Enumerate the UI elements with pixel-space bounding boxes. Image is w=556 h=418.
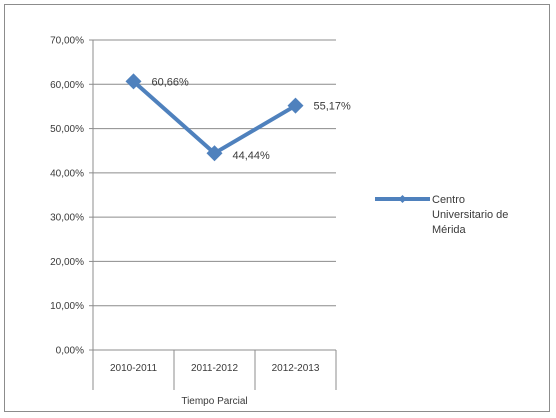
data-label: 55,17%	[314, 101, 352, 113]
data-label: 60,66%	[152, 76, 190, 88]
legend-label: Centro Universitario de Mérida	[432, 194, 508, 236]
y-tick-label: 0,00%	[56, 346, 84, 357]
x-category-label: 2010-2011	[110, 363, 158, 374]
y-tick-label: 70,00%	[50, 36, 84, 47]
legend-label-line: Centro	[432, 194, 465, 206]
x-category-label: 2012-2013	[272, 363, 320, 374]
legend-label-line: Universitario de	[432, 209, 508, 221]
data-label: 44,44%	[233, 150, 271, 162]
chart-area: 0,00% 10,00% 20,00% 30,00% 40,00% 50,00% 60,00…	[4, 4, 550, 412]
y-tick-label: 10,00%	[50, 301, 84, 312]
y-tick-label: 40,00%	[50, 168, 84, 179]
y-axis-tick-labels: 0,00% 10,00% 20,00% 30,00% 40,00% 50,00% 60,00…	[50, 36, 84, 357]
y-tick-label: 60,00%	[50, 80, 84, 91]
legend-swatch-marker	[398, 195, 407, 203]
data-labels: 60,66% 44,44% 55,17%	[152, 76, 352, 162]
x-axis-title: Tiempo Parcial	[181, 396, 247, 407]
x-category-label: 2011-2012	[191, 363, 239, 374]
data-point-marker	[206, 145, 223, 162]
data-point-marker	[125, 73, 142, 90]
legend-label-line: Mérida	[432, 224, 467, 236]
series-line-path	[132, 79, 297, 156]
series-line	[132, 79, 297, 156]
series-markers	[125, 73, 304, 162]
y-tick-label: 30,00%	[50, 213, 84, 224]
y-tick-label: 50,00%	[50, 124, 84, 135]
axes	[89, 39, 337, 390]
legend: Centro Universitario de Mérida	[375, 194, 508, 236]
x-axis-category-labels: 2010-2011 2011-2012 2012-2013	[110, 363, 320, 374]
data-point-marker	[287, 97, 304, 114]
y-tick-label: 20,00%	[50, 257, 84, 268]
line-chart: 0,00% 10,00% 20,00% 30,00% 40,00% 50,00% 60,00…	[50, 36, 508, 408]
